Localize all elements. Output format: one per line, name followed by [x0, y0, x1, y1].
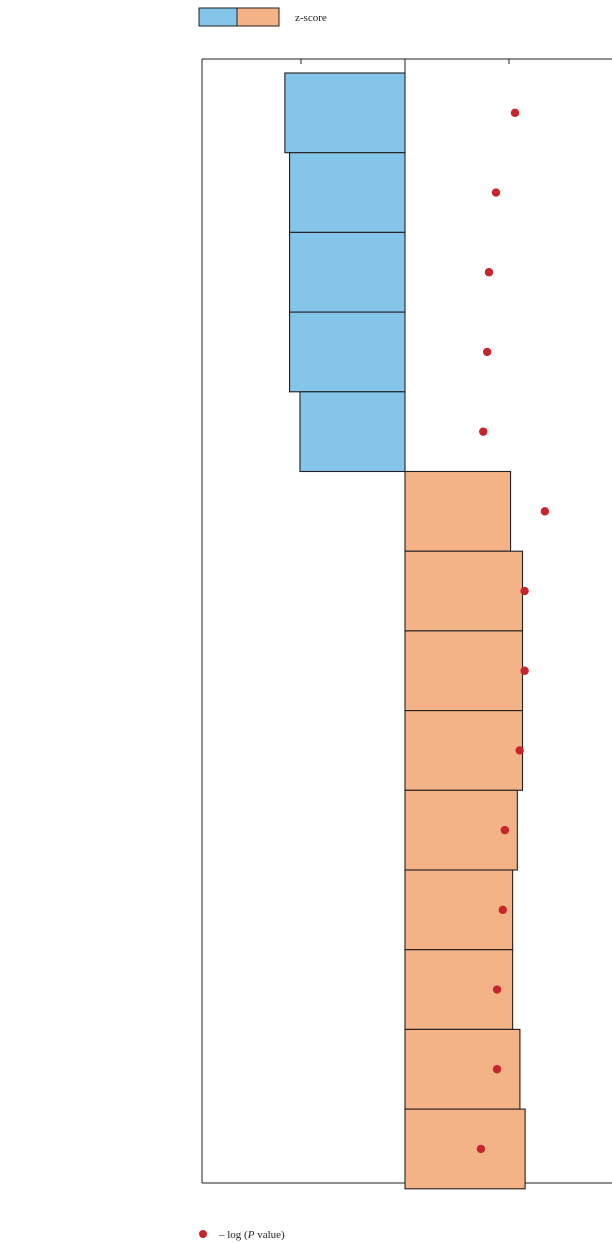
- legend-swatch-negative: [198, 7, 238, 27]
- legend-zscore: z-score: [198, 7, 327, 27]
- legend-dot: [199, 1230, 207, 1238]
- bar: [404, 869, 514, 951]
- pvalue-point: [484, 268, 494, 277]
- pvalue-point: [476, 1144, 486, 1154]
- pvalue-point: [520, 666, 529, 675]
- legend-zscore-label: z-score: [295, 12, 327, 24]
- bar: [289, 231, 406, 313]
- pvalue-point: [510, 108, 520, 118]
- pvalue-point: [498, 905, 507, 915]
- bar: [404, 550, 524, 632]
- plot-area: [201, 58, 612, 1190]
- bar: [404, 470, 512, 552]
- pvalue-point: [515, 746, 524, 755]
- bar: [299, 391, 406, 473]
- pvalue-point: [520, 586, 529, 596]
- pvalue-point: [492, 1065, 502, 1074]
- bar: [404, 789, 518, 871]
- pvalue-point: [479, 427, 488, 436]
- bar: [289, 152, 406, 233]
- bar: [404, 1028, 521, 1110]
- legend-pvalue: – log (P value): [199, 1229, 285, 1241]
- legend-swatch-positive: [236, 7, 280, 27]
- pvalue-point: [492, 985, 502, 994]
- bar: [404, 630, 524, 712]
- pvalue-point: [500, 825, 510, 835]
- legend-pvalue-label: – log (P value): [218, 1229, 285, 1241]
- pvalue-point: [540, 507, 550, 516]
- bar: [404, 710, 524, 791]
- bar: [289, 311, 406, 393]
- pvalue-point: [491, 188, 501, 197]
- bar: [404, 1108, 526, 1190]
- pvalue-point: [482, 347, 492, 357]
- bar: [284, 72, 406, 154]
